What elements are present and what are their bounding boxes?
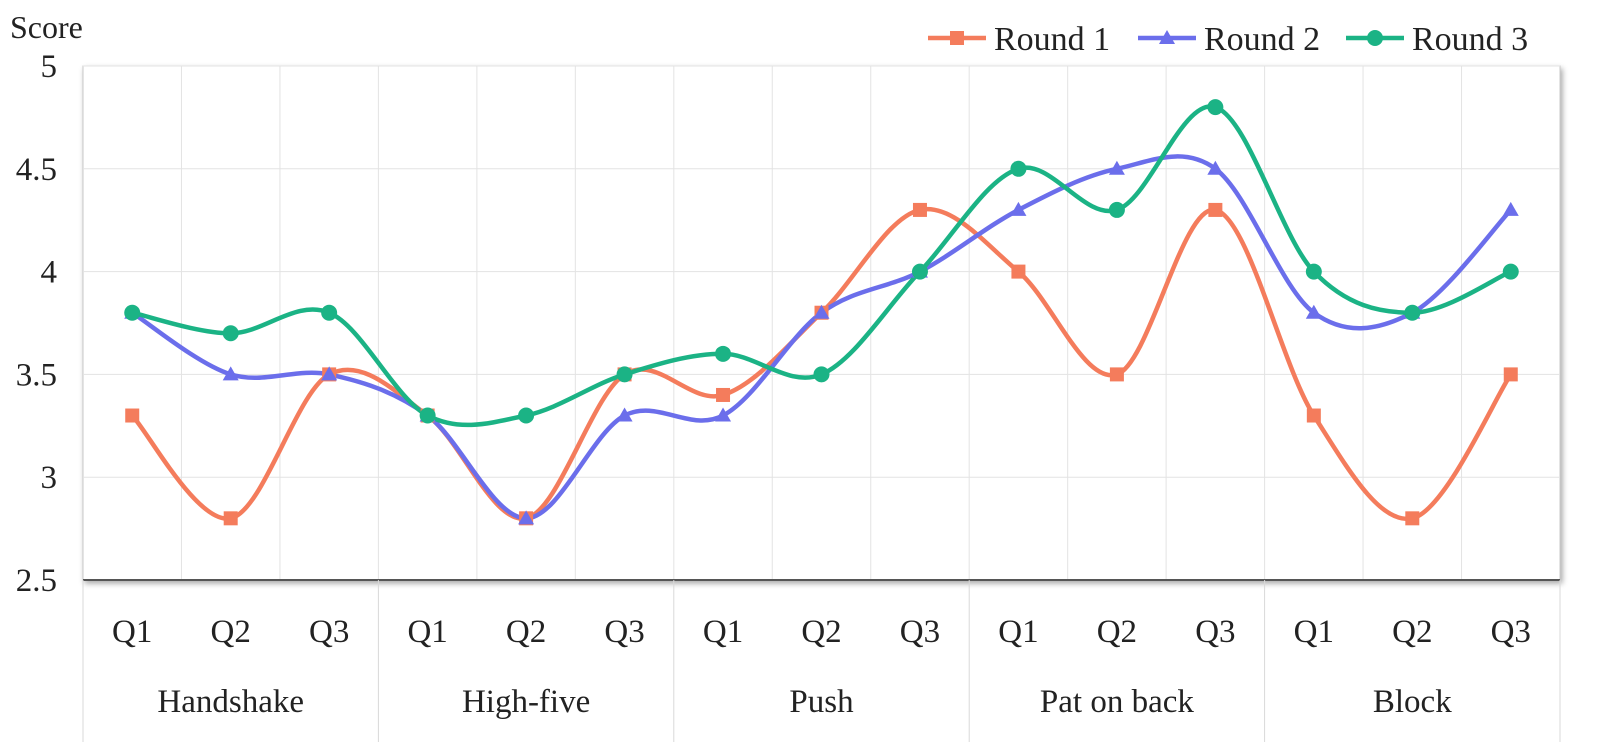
round-3-point bbox=[715, 345, 732, 362]
round-3-point bbox=[321, 304, 338, 321]
round-2-point bbox=[1502, 201, 1519, 216]
round-3-point bbox=[616, 366, 633, 383]
round-2-point bbox=[1108, 160, 1125, 175]
y-tick-label: 4 bbox=[41, 255, 58, 291]
round-3-line bbox=[129, 104, 1514, 428]
x-tick-label: Q3 bbox=[604, 614, 644, 650]
x-tick-label: Q1 bbox=[112, 614, 152, 650]
group-label: Block bbox=[1373, 684, 1452, 720]
round-2-point bbox=[616, 407, 633, 422]
round-1-point bbox=[125, 408, 140, 423]
legend-item-round-3[interactable]: Round 3 bbox=[1346, 21, 1528, 58]
x-tick-label: Q2 bbox=[1097, 614, 1137, 650]
round-3-point bbox=[518, 407, 535, 424]
x-tick-label: Q3 bbox=[309, 614, 349, 650]
round-1-point bbox=[912, 202, 927, 217]
y-tick-label: 2.5 bbox=[16, 563, 57, 599]
round-3-point bbox=[911, 263, 928, 280]
group-label: High-five bbox=[462, 684, 590, 720]
x-tick-label: Q1 bbox=[703, 614, 743, 650]
x-tick-label: Q2 bbox=[1392, 614, 1432, 650]
round-1-point bbox=[1208, 202, 1223, 217]
x-tick-label: Q3 bbox=[1195, 614, 1235, 650]
round-2-point bbox=[1010, 201, 1027, 216]
round-3-point bbox=[1207, 99, 1224, 116]
round-1-line bbox=[129, 206, 1514, 522]
y-tick-label: 3.5 bbox=[16, 357, 57, 393]
round-2-point bbox=[813, 304, 830, 319]
x-tick-label: Q2 bbox=[801, 614, 841, 650]
round-2-point bbox=[1305, 304, 1322, 319]
round-2-point bbox=[715, 407, 732, 422]
round-2-point bbox=[222, 366, 239, 381]
legend-item-round-2[interactable]: Round 2 bbox=[1138, 21, 1320, 58]
group-label: Handshake bbox=[157, 684, 304, 720]
x-tick-label: Q2 bbox=[211, 614, 251, 650]
round-1-point bbox=[1503, 367, 1518, 382]
round-3-point bbox=[813, 366, 830, 383]
round-3-point bbox=[1108, 201, 1125, 218]
round-3-point bbox=[222, 325, 239, 342]
y-axis-title: Score bbox=[10, 9, 83, 45]
round-2-point bbox=[1207, 160, 1224, 175]
y-tick-label: 3 bbox=[41, 460, 58, 496]
x-tick-label: Q3 bbox=[900, 614, 940, 650]
round-3-point bbox=[419, 407, 436, 424]
round-1-point bbox=[716, 387, 731, 402]
legend-swatch-marker bbox=[1159, 30, 1175, 44]
x-tick-label: Q2 bbox=[506, 614, 546, 650]
legend-label: Round 3 bbox=[1412, 21, 1528, 58]
x-tick-label: Q1 bbox=[407, 614, 447, 650]
x-tick-label: Q3 bbox=[1491, 614, 1531, 650]
legend-swatch-marker bbox=[950, 31, 964, 45]
round-3-point bbox=[1010, 160, 1027, 177]
legend-item-round-1[interactable]: Round 1 bbox=[928, 21, 1110, 58]
round-1-point bbox=[1306, 408, 1321, 423]
legend-label: Round 1 bbox=[994, 21, 1110, 58]
x-tick-label: Q1 bbox=[998, 614, 1038, 650]
round-3-point bbox=[1502, 263, 1519, 280]
round-3-point bbox=[124, 304, 141, 321]
y-tick-label: 4.5 bbox=[16, 152, 57, 188]
legend-label: Round 2 bbox=[1204, 21, 1320, 58]
y-tick-label: 5 bbox=[41, 49, 58, 85]
round-2-point bbox=[518, 510, 535, 525]
round-3-point bbox=[1404, 304, 1421, 321]
round-1-point bbox=[1109, 367, 1124, 382]
round-1-point bbox=[223, 511, 238, 526]
x-tick-label: Q1 bbox=[1294, 614, 1334, 650]
round-3-point bbox=[1305, 263, 1322, 280]
round-1-point bbox=[1011, 264, 1026, 279]
round-2-point bbox=[321, 366, 338, 381]
legend-swatch-marker bbox=[1367, 30, 1383, 46]
group-label: Pat on back bbox=[1040, 684, 1194, 720]
group-label: Push bbox=[789, 684, 854, 720]
round-1-point bbox=[1405, 511, 1420, 526]
plot-area bbox=[82, 65, 1561, 581]
